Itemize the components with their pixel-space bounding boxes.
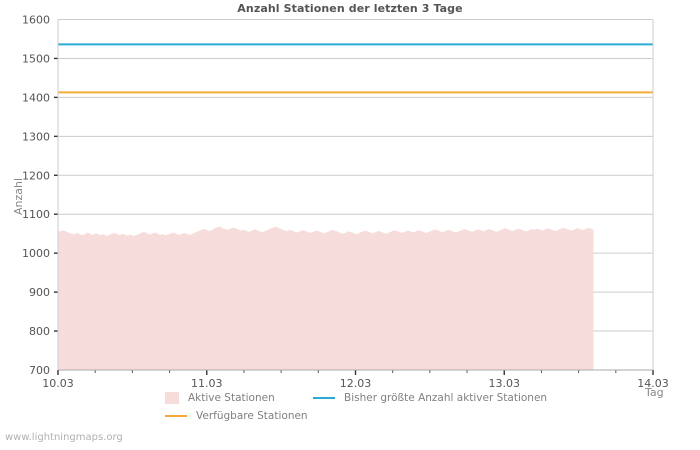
y-tick-label: 900 (29, 286, 50, 299)
y-tick-label: 1500 (22, 52, 50, 65)
y-tick-label: 800 (29, 325, 50, 338)
x-tick-labels: 10.03 11.03 12.03 13.03 14.03 (42, 377, 669, 390)
y-tick-label: 1400 (22, 91, 50, 104)
plot-axis-frame (57, 19, 654, 371)
series-active-stations-area (58, 226, 594, 370)
x-tick-label: 11.03 (191, 377, 223, 390)
y-tick-label: 1200 (22, 169, 50, 182)
y-tick-label: 1000 (22, 247, 50, 260)
legend-label-verfuegbare-stationen: Verfügbare Stationen (196, 410, 308, 422)
legend-item-verfuegbare-stationen[interactable]: Verfügbare Stationen (165, 410, 308, 422)
x-tick-label: 12.03 (340, 377, 372, 390)
legend-item-aktive-stationen[interactable]: Aktive Stationen (165, 392, 275, 404)
legend-swatch-area-icon (165, 392, 179, 404)
legend-item-bisher-groesste-anzahl[interactable]: Bisher größte Anzahl aktiver Stationen (313, 392, 547, 404)
y-tick-labels: 700 800 900 1000 1100 1200 1300 1400 1500 1600 (22, 14, 50, 378)
y-tick-label: 1300 (22, 130, 50, 143)
x-axis-title: Tag (645, 386, 664, 399)
x-tick-label: 14.03 (637, 377, 669, 390)
y-tick-label: 1100 (22, 208, 50, 221)
y-tick-marks (54, 57, 58, 332)
x-tick-marks (57, 370, 654, 375)
legend-swatch-line-icon (165, 415, 187, 417)
x-tick-label: 10.03 (42, 377, 74, 390)
watermark-text: www.lightningmaps.org (5, 432, 123, 443)
area-path (58, 226, 594, 370)
legend-label-bisher-groesste-anzahl: Bisher größte Anzahl aktiver Stationen (344, 392, 548, 404)
x-tick-label: 13.03 (489, 377, 521, 390)
y-tick-label: 1600 (22, 14, 50, 27)
y-axis-title: Anzahl (12, 177, 25, 215)
legend-label-aktive-stationen: Aktive Stationen (188, 392, 275, 404)
y-tick-label: 700 (29, 364, 50, 377)
chart-title: Anzahl Stationen der letzten 3 Tage (237, 2, 463, 15)
legend-swatch-line-icon (313, 397, 335, 399)
